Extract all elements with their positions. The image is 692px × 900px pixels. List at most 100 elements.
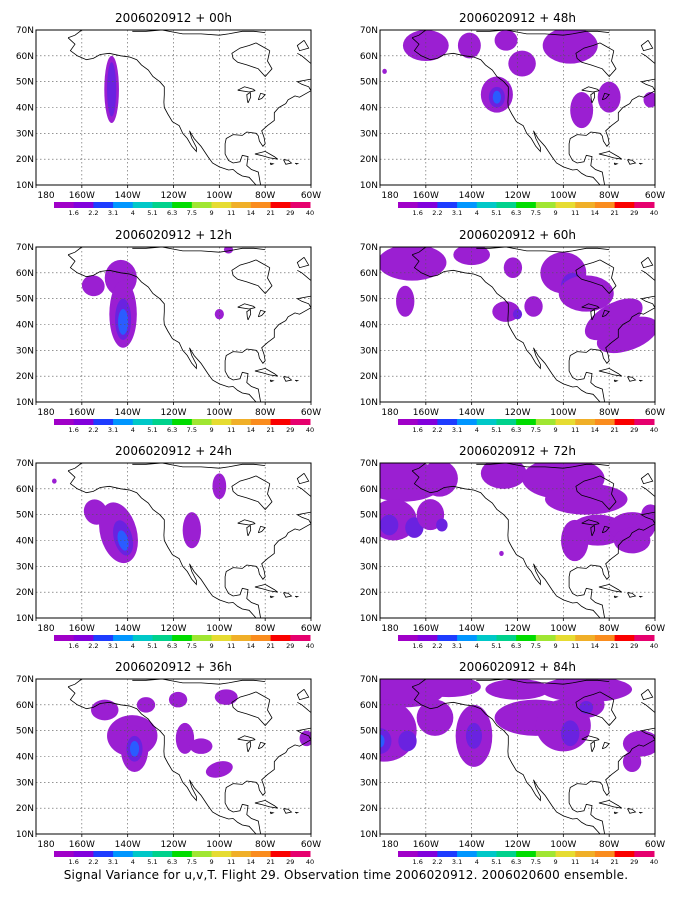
colorbar-label: 29: [286, 209, 294, 217]
lat-tick-label: 60N: [16, 269, 34, 279]
colorbar-label: 29: [286, 858, 294, 866]
lon-tick-label: 160W: [69, 624, 95, 634]
coastline: [411, 686, 601, 834]
lat-tick-label: 30N: [360, 562, 378, 572]
colorbar-label: 2.2: [432, 858, 442, 866]
colorbar-swatch: [496, 202, 517, 208]
variance-region: [416, 679, 481, 698]
lat-tick-label: 30N: [360, 778, 378, 788]
colorbar-label: 9: [209, 642, 213, 650]
coastline: [575, 42, 617, 78]
colorbar-swatch: [457, 202, 478, 208]
colorbar-label: 7.5: [187, 642, 197, 650]
colorbar-swatch: [132, 851, 153, 857]
colorbar-swatch: [270, 419, 291, 425]
variance-region: [189, 738, 213, 754]
coastline: [590, 91, 596, 104]
colorbar-swatch: [535, 635, 557, 641]
coastline: [237, 519, 256, 526]
variance-region: [380, 734, 385, 748]
variance-region: [81, 275, 105, 297]
coastline: [411, 679, 428, 688]
lon-tick-label: 120W: [504, 191, 530, 201]
lon-tick-label: 160W: [69, 840, 95, 850]
coastline: [132, 463, 266, 469]
coastline: [294, 379, 300, 382]
map-panel-72h: 2006020912 + 72h 10N 20N 30N 40N 50N 60N 70N 180…: [360, 444, 665, 650]
lon-tick-label: 100W: [206, 191, 232, 201]
colorbar-label: 9: [209, 209, 213, 217]
lat-tick-label: 40N: [16, 753, 34, 763]
lat-tick-label: 50N: [16, 727, 34, 737]
lat-tick-label: 60N: [16, 701, 34, 711]
variance-region: [597, 81, 621, 113]
colorbar-swatch: [634, 851, 655, 857]
colorbar-label: 7.5: [531, 858, 541, 866]
coastline: [581, 303, 600, 310]
coastline: [246, 308, 252, 321]
colorbar-label: 6.3: [511, 426, 521, 434]
variance-region: [503, 257, 523, 278]
colorbar-label: 11: [227, 642, 235, 650]
colorbar-swatch: [211, 851, 232, 857]
colorbar-swatch: [476, 635, 497, 641]
colorbar-swatch: [250, 419, 272, 425]
lon-tick-label: 180: [381, 624, 398, 634]
coastline: [476, 463, 610, 469]
colorbar-label: 11: [227, 858, 235, 866]
lon-tick-label: 80W: [599, 840, 619, 850]
lat-tick-label: 50N: [360, 78, 378, 88]
lat-tick-label: 10N: [16, 181, 34, 191]
coastline: [224, 269, 311, 402]
colorbar-swatch: [211, 635, 232, 641]
colorbar-label: 4: [475, 642, 479, 650]
coastline: [640, 472, 654, 485]
colorbar-swatch: [231, 851, 252, 857]
lat-tick-label: 40N: [16, 321, 34, 331]
lat-tick-label: 40N: [360, 104, 378, 114]
map-panel-60h: 2006020912 + 60h 10N 20N 30N 40N 50N 60N 70N 180…: [360, 228, 665, 434]
variance-region: [465, 722, 482, 749]
coastline: [296, 472, 310, 485]
coastline: [411, 30, 428, 39]
colorbar-label: 3.1: [452, 642, 462, 650]
coastline: [598, 583, 623, 593]
lat-tick-label: 40N: [360, 753, 378, 763]
map-panel-84h: 2006020912 + 84h 10N 20N 30N 40N 50N 60N 70N 180…: [360, 660, 665, 866]
lat-tick-label: 10N: [360, 398, 378, 408]
lon-tick-label: 180: [37, 840, 54, 850]
colorbar-swatch: [437, 851, 458, 857]
lon-tick-label: 120W: [160, 408, 186, 418]
colorbar-label: 4: [131, 642, 135, 650]
lat-tick-label: 20N: [360, 804, 378, 814]
colorbar-label: 40: [650, 209, 658, 217]
lon-tick-label: 140W: [459, 408, 485, 418]
variance-region: [380, 514, 399, 536]
colorbar-swatch: [398, 851, 419, 857]
colorbar-label: 2.2: [432, 209, 442, 217]
lon-tick-label: 80W: [255, 624, 275, 634]
coastline: [476, 679, 610, 685]
colorbar-label: 40: [650, 858, 658, 866]
colorbar-label: 5.1: [147, 209, 157, 217]
variance-region: [421, 463, 458, 497]
colorbar-swatch: [93, 202, 114, 208]
lat-tick-label: 40N: [16, 104, 34, 114]
panel-title: 2006020912 + 00h: [115, 11, 232, 25]
colorbar-label: 14: [247, 642, 255, 650]
map-panel-24h: 2006020912 + 24h 10N 20N 30N 40N 50N 60N 70N 180…: [16, 444, 321, 650]
colorbar-swatch: [231, 635, 252, 641]
colorbar-label: 6.3: [167, 426, 177, 434]
colorbar-label: 11: [571, 858, 579, 866]
coastline: [246, 524, 252, 537]
colorbar-swatch: [152, 202, 173, 208]
lon-tick-label: 80W: [599, 191, 619, 201]
lat-tick-label: 70N: [16, 26, 34, 36]
colorbar-swatch: [211, 202, 232, 208]
colorbar-swatch: [211, 419, 232, 425]
variance-region: [492, 301, 520, 322]
lon-tick-label: 140W: [459, 191, 485, 201]
map-panel-36h: 2006020912 + 36h 10N 20N 30N 40N 50N 60N 70N 180…: [16, 660, 321, 866]
lon-tick-label: 80W: [599, 408, 619, 418]
colorbar-label: 3.1: [108, 209, 118, 217]
